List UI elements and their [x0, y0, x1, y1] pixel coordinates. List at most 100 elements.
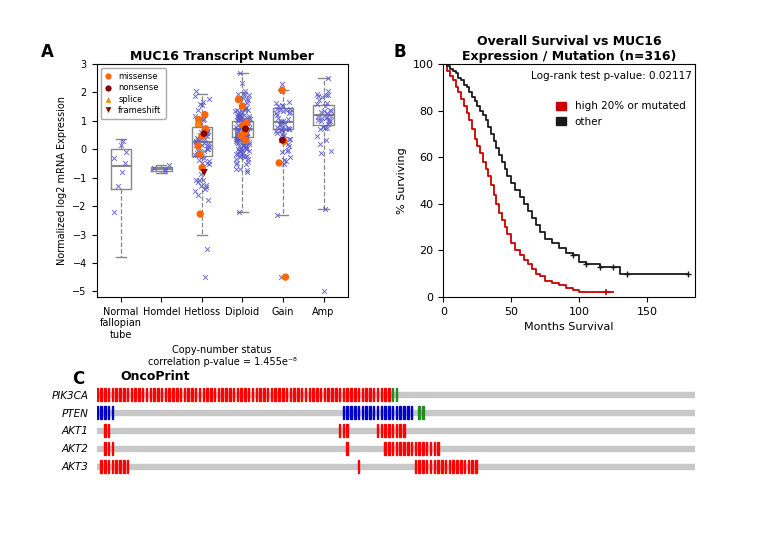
Y-axis label: % Surviving: % Surviving: [397, 147, 407, 214]
Point: [232, 138, 244, 146]
Bar: [263, 388, 265, 401]
Point: [273, 159, 286, 167]
Point: [189, 187, 201, 195]
Title: Overall Survival vs MUC16
Expression / Mutation (n=316): Overall Survival vs MUC16 Expression / M…: [462, 35, 676, 63]
Point: [272, 114, 284, 123]
Point: [191, 178, 204, 186]
Point: [283, 124, 295, 133]
Bar: [456, 460, 458, 473]
Point: [239, 136, 252, 145]
Point: [238, 140, 250, 149]
Bar: [168, 388, 170, 401]
Point: [236, 120, 249, 129]
Bar: [286, 388, 287, 401]
Point: [239, 138, 252, 146]
Bar: [445, 460, 446, 473]
Point: [193, 175, 205, 184]
Bar: [96, 464, 695, 469]
Point: [242, 158, 255, 166]
Point: [199, 184, 212, 193]
Point: [231, 106, 243, 115]
Point: [238, 118, 250, 127]
Point: [233, 113, 245, 122]
Bar: [225, 388, 227, 401]
Point: [192, 115, 205, 124]
Point: [203, 95, 215, 103]
Point: [242, 155, 254, 163]
Point: [321, 91, 334, 99]
Bar: [119, 460, 120, 473]
Bar: [388, 424, 390, 437]
Bar: [384, 424, 386, 437]
Bar: [108, 388, 110, 401]
Point: [243, 115, 256, 123]
Point: [272, 102, 284, 111]
Bar: [464, 460, 466, 473]
Point: [195, 134, 207, 143]
Point: [283, 98, 296, 107]
Point: [276, 100, 288, 109]
Point: [234, 134, 246, 143]
Point: [325, 146, 337, 155]
Point: [319, 123, 331, 132]
Point: [231, 131, 243, 139]
Bar: [127, 460, 128, 473]
Text: C: C: [73, 370, 85, 388]
Point: [271, 105, 283, 113]
Title: MUC16 Transcript Number: MUC16 Transcript Number: [130, 50, 314, 63]
Point: [240, 119, 252, 127]
Point: [242, 96, 254, 105]
Point: [318, 287, 330, 296]
Bar: [354, 388, 356, 401]
Point: [198, 153, 210, 162]
Point: [196, 159, 208, 167]
Point: [119, 159, 131, 168]
Point: [238, 126, 250, 135]
Bar: [357, 388, 359, 401]
Point: [190, 137, 202, 146]
Bar: [100, 406, 102, 419]
Point: [318, 102, 330, 111]
Point: [229, 122, 242, 131]
Point: [274, 117, 286, 125]
Bar: [184, 388, 185, 401]
Bar: [350, 406, 352, 419]
Point: [192, 120, 205, 129]
Bar: [422, 406, 424, 419]
Point: [241, 152, 253, 160]
Bar: [244, 388, 245, 401]
Point: [196, 98, 208, 107]
Point: [232, 113, 244, 121]
Bar: [305, 388, 306, 401]
Bar: [418, 406, 420, 419]
Point: [159, 165, 171, 174]
Point: [191, 121, 204, 129]
Point: [236, 149, 249, 158]
Point: [191, 151, 203, 159]
Bar: [252, 388, 253, 401]
Point: [230, 160, 242, 168]
Bar: [422, 460, 424, 473]
Point: [192, 142, 205, 150]
Point: [243, 124, 256, 132]
Point: [188, 92, 201, 100]
Point: [200, 180, 212, 189]
Point: [314, 117, 327, 125]
Point: [201, 142, 214, 151]
Point: [236, 102, 249, 111]
Point: [276, 86, 289, 95]
Point: [238, 115, 250, 123]
Bar: [259, 388, 261, 401]
Bar: [100, 460, 102, 473]
Bar: [411, 406, 412, 419]
Point: [194, 150, 206, 159]
Point: [323, 118, 335, 127]
Point: [191, 147, 204, 155]
Point: [239, 128, 251, 137]
Point: [235, 118, 248, 127]
Point: [201, 159, 213, 168]
Point: [198, 168, 210, 177]
Bar: [146, 388, 147, 401]
Point: [239, 104, 252, 113]
Point: [277, 116, 290, 125]
